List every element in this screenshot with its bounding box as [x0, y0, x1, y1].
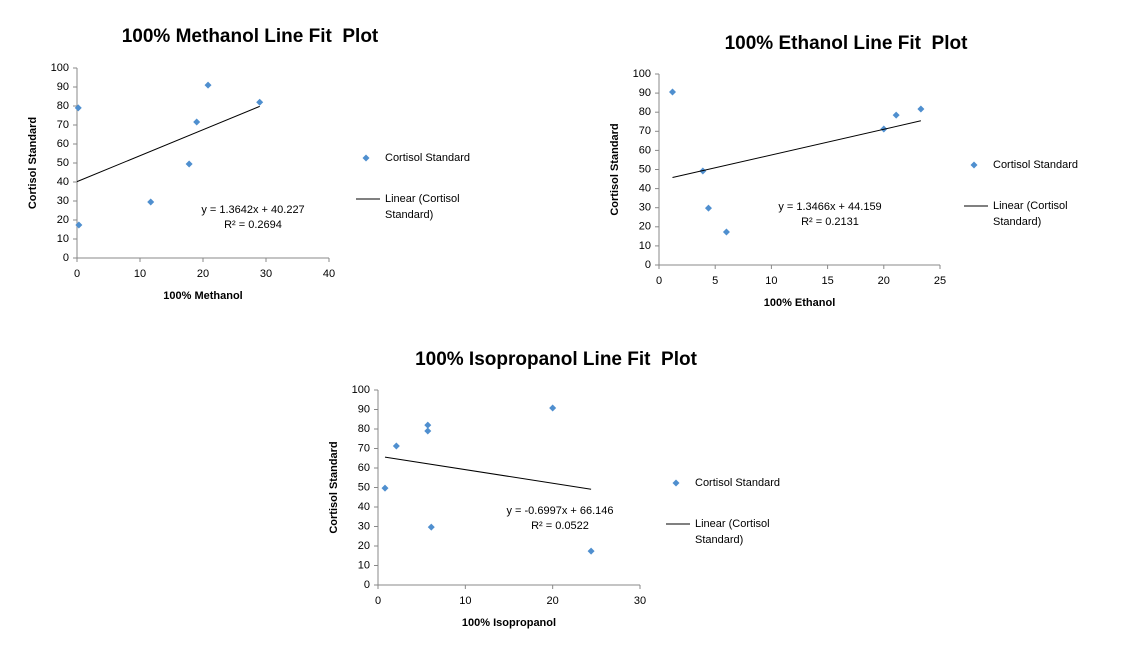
legend-marker — [970, 161, 978, 169]
y-tick-label: 50 — [358, 481, 370, 493]
y-tick-label: 40 — [358, 501, 370, 513]
y-tick-label: 20 — [639, 221, 651, 233]
x-axis-label: 100% Methanol — [163, 290, 242, 302]
point — [917, 105, 925, 113]
annotation: R² = 0.2131 — [801, 216, 859, 228]
point — [185, 160, 193, 168]
point — [256, 98, 264, 106]
point — [587, 547, 595, 555]
y-axis-label: Cortisol Standard — [328, 441, 340, 533]
y-tick-label: 40 — [639, 183, 651, 195]
legend-label: Cortisol Standard — [385, 152, 470, 164]
y-tick-label: 50 — [57, 157, 69, 169]
annotation: R² = 0.0522 — [531, 520, 589, 532]
annotation: y = -0.6997x + 66.146 — [506, 505, 613, 517]
y-tick-label: 80 — [358, 423, 370, 435]
point — [427, 523, 435, 531]
y-axis-label: Cortisol Standard — [609, 123, 621, 215]
point — [424, 427, 432, 435]
annotation: y = 1.3642x + 40.227 — [201, 204, 304, 216]
y-tick-label: 40 — [57, 176, 69, 188]
y-tick-label: 10 — [358, 559, 370, 571]
point — [704, 204, 712, 212]
y-tick-label: 100 — [352, 384, 370, 396]
y-tick-label: 20 — [57, 214, 69, 226]
y-tick-label: 70 — [358, 442, 370, 454]
y-tick-label: 0 — [63, 252, 69, 264]
legend-label: Cortisol Standard — [993, 159, 1078, 171]
y-tick-label: 80 — [639, 106, 651, 118]
legend-label: Cortisol Standard — [695, 477, 780, 489]
y-tick-label: 60 — [57, 138, 69, 150]
y-tick-label: 30 — [57, 195, 69, 207]
point — [75, 221, 83, 229]
chart-title: 100% Ethanol Line Fit Plot — [725, 33, 968, 54]
trendline — [76, 105, 260, 183]
point — [668, 88, 676, 96]
x-tick-label: 20 — [878, 275, 890, 287]
y-tick-label: 70 — [57, 119, 69, 131]
x-axis-label: 100% Isopropanol — [462, 617, 556, 629]
y-tick-label: 10 — [639, 240, 651, 252]
y-tick-label: 70 — [639, 125, 651, 137]
x-tick-label: 10 — [134, 268, 146, 280]
y-tick-label: 100 — [51, 62, 69, 74]
legend-label: Linear (Cortisol Standard) — [385, 193, 460, 221]
legend-fo: Linear (Cortisol Standard) — [385, 193, 460, 221]
y-tick-label: 80 — [57, 100, 69, 112]
y-tick-label: 50 — [639, 163, 651, 175]
y-tick-label: 60 — [358, 462, 370, 474]
legend-fo: Linear (Cortisol Standard) — [695, 518, 770, 546]
x-tick-label: 15 — [821, 275, 833, 287]
y-tick-label: 90 — [57, 81, 69, 93]
y-tick-label: 100 — [633, 68, 651, 80]
x-tick-label: 40 — [323, 268, 335, 280]
point — [892, 111, 900, 119]
x-tick-label: 20 — [547, 595, 559, 607]
chart-title: 100% Isopropanol Line Fit Plot — [415, 349, 698, 370]
point — [147, 198, 155, 206]
trendline — [672, 120, 922, 179]
legend-marker — [672, 479, 680, 487]
legend-label: Linear (Cortisol Standard) — [695, 518, 770, 546]
legend-marker — [362, 154, 370, 162]
y-tick-label: 30 — [358, 520, 370, 532]
x-tick-label: 10 — [765, 275, 777, 287]
x-tick-label: 0 — [656, 275, 662, 287]
x-tick-label: 25 — [934, 275, 946, 287]
y-tick-label: 90 — [358, 403, 370, 415]
annotation: y = 1.3466x + 44.159 — [778, 201, 881, 213]
legend-fo: Linear (Cortisol Standard) — [993, 200, 1068, 228]
point — [392, 442, 400, 450]
annotation: R² = 0.2694 — [224, 219, 282, 231]
legend-label: Linear (Cortisol Standard) — [993, 200, 1068, 228]
y-tick-label: 0 — [645, 259, 651, 271]
y-tick-label: 60 — [639, 144, 651, 156]
point — [74, 104, 82, 112]
point — [424, 421, 432, 429]
x-tick-label: 0 — [74, 268, 80, 280]
y-tick-label: 30 — [639, 202, 651, 214]
point — [549, 404, 557, 412]
point — [722, 228, 730, 236]
point — [204, 81, 212, 89]
x-tick-label: 10 — [459, 595, 471, 607]
x-tick-label: 20 — [197, 268, 209, 280]
x-tick-label: 5 — [712, 275, 718, 287]
y-tick-label: 90 — [639, 87, 651, 99]
y-axis-label: Cortisol Standard — [27, 117, 39, 209]
x-tick-label: 30 — [634, 595, 646, 607]
trendline — [384, 456, 592, 490]
chart-title: 100% Methanol Line Fit Plot — [122, 26, 379, 47]
y-tick-label: 0 — [364, 579, 370, 591]
x-tick-label: 30 — [260, 268, 272, 280]
x-tick-label: 0 — [375, 595, 381, 607]
y-tick-label: 10 — [57, 233, 69, 245]
point — [193, 118, 201, 126]
y-tick-label: 20 — [358, 540, 370, 552]
x-axis-label: 100% Ethanol — [764, 297, 836, 309]
point — [381, 484, 389, 492]
